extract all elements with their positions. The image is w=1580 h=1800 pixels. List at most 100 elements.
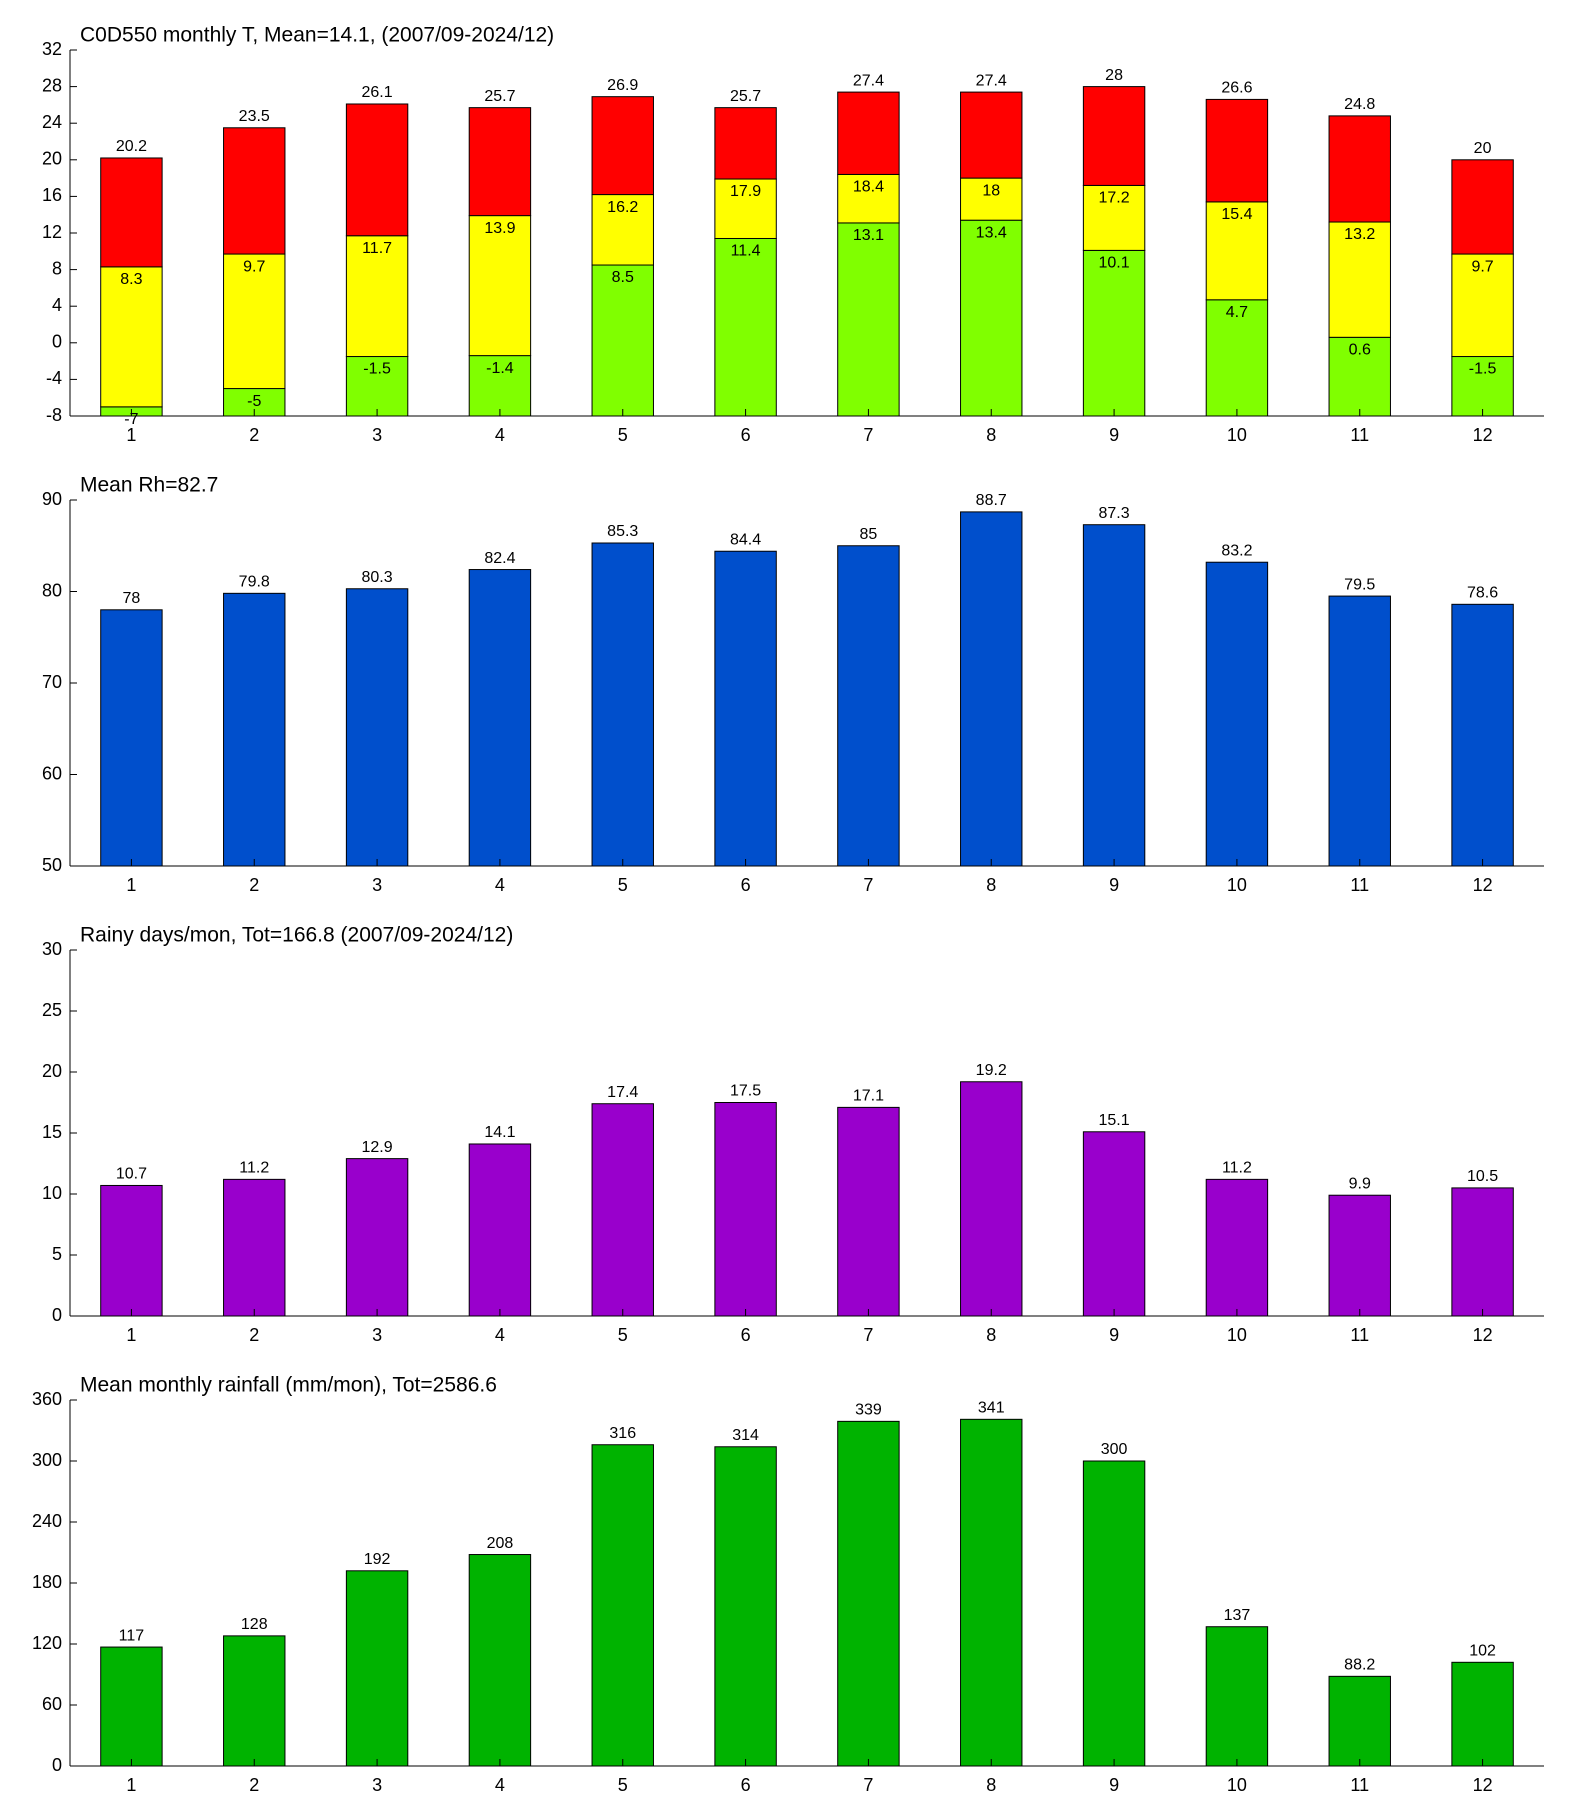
bar-segment [837, 222, 900, 417]
value-label: 83.2 [1221, 542, 1252, 559]
value-label: 11.4 [731, 243, 761, 260]
chart-title: Rainy days/mon, Tot=166.8 (2007/09-2024/… [80, 924, 513, 947]
bar [1082, 524, 1146, 867]
bar-segment [345, 103, 409, 237]
bar [223, 1635, 286, 1767]
value-label: 87.3 [1099, 505, 1130, 522]
y-tick-label: 60 [42, 1694, 62, 1714]
x-tick-label: 5 [618, 1775, 628, 1795]
y-tick-label: 70 [42, 672, 62, 692]
x-tick-label: 9 [1109, 1775, 1119, 1795]
value-label: 0.6 [1349, 342, 1371, 359]
x-tick-label: 3 [372, 1775, 382, 1795]
x-tick-label: 8 [986, 1325, 996, 1345]
x-tick-label: 12 [1473, 425, 1493, 445]
value-label: 208 [487, 1535, 514, 1552]
bar [1328, 595, 1391, 867]
y-tick-label: 25 [42, 1000, 62, 1020]
value-label: 14.1 [484, 1124, 515, 1141]
value-label: 84.4 [730, 531, 761, 548]
bar-segment [837, 91, 900, 175]
value-label: -1.4 [486, 360, 514, 377]
bar [960, 1418, 1023, 1767]
bar-segment [591, 264, 654, 417]
value-label: 88.7 [976, 492, 1007, 509]
y-tick-label: 15 [42, 1122, 62, 1142]
y-tick-label: -8 [46, 405, 62, 425]
bar [1451, 603, 1514, 867]
x-tick-label: 7 [863, 1775, 873, 1795]
value-label: 12.9 [362, 1139, 393, 1156]
bar [1451, 1187, 1514, 1317]
y-tick-label: -4 [46, 368, 62, 388]
chart-title: Mean monthly rainfall (mm/mon), Tot=2586… [80, 1374, 497, 1397]
bar [714, 1446, 777, 1767]
x-tick-label: 8 [986, 875, 996, 895]
value-label: 85.3 [607, 523, 638, 540]
bar [345, 1158, 409, 1317]
bar [345, 588, 409, 867]
y-tick-label: 0 [52, 1755, 62, 1775]
bar [591, 1444, 654, 1767]
value-label: 117 [119, 1627, 145, 1644]
value-label: 8.5 [612, 269, 634, 286]
value-label: 17.1 [853, 1088, 884, 1105]
y-tick-label: 0 [52, 1305, 62, 1325]
value-label: 20 [1474, 140, 1492, 157]
x-tick-label: 9 [1109, 875, 1119, 895]
value-label: 9.7 [1471, 258, 1493, 275]
value-label: 26.6 [1221, 80, 1252, 97]
bar [1328, 1675, 1391, 1767]
value-label: 128 [241, 1616, 268, 1633]
value-label: 24.8 [1344, 96, 1375, 113]
bar [1451, 1661, 1514, 1767]
bar-segment [714, 107, 777, 180]
bar-segment [468, 355, 532, 417]
value-label: 13.9 [484, 220, 515, 237]
x-tick-label: 12 [1473, 875, 1493, 895]
bar [960, 511, 1023, 867]
bar [1328, 1194, 1391, 1317]
value-label: 15.1 [1099, 1112, 1130, 1129]
bar [591, 542, 654, 867]
y-tick-label: 5 [52, 1244, 62, 1264]
x-tick-label: 8 [986, 425, 996, 445]
bar-segment [1451, 356, 1514, 417]
x-tick-label: 12 [1473, 1325, 1493, 1345]
y-tick-label: 20 [42, 149, 62, 169]
value-label: 11.7 [362, 240, 392, 257]
bar-segment [1082, 249, 1146, 417]
x-tick-label: 5 [618, 1325, 628, 1345]
bar [714, 550, 777, 867]
bar-segment [1328, 336, 1391, 417]
value-label: 339 [855, 1402, 882, 1419]
bar-segment [837, 173, 900, 224]
value-label: 25.7 [484, 88, 515, 105]
bar [223, 592, 286, 867]
x-tick-label: 3 [372, 425, 382, 445]
value-label: 80.3 [362, 569, 393, 586]
value-label: 10.7 [116, 1166, 147, 1183]
x-tick-label: 4 [495, 1325, 505, 1345]
value-label: 18 [982, 182, 1000, 199]
y-tick-label: 50 [42, 855, 62, 875]
x-tick-label: 1 [126, 1325, 136, 1345]
x-tick-label: 1 [126, 425, 136, 445]
bar [837, 545, 900, 867]
bar-segment [468, 107, 532, 217]
y-tick-label: 32 [42, 39, 62, 59]
x-tick-label: 6 [741, 1775, 751, 1795]
value-label: 9.7 [243, 258, 265, 275]
value-label: 17.5 [730, 1083, 761, 1100]
value-label: 85 [860, 526, 878, 543]
value-label: 79.5 [1344, 576, 1375, 593]
x-tick-label: 10 [1227, 875, 1247, 895]
value-label: 13.4 [976, 224, 1007, 241]
value-label: 15.4 [1221, 206, 1252, 223]
x-tick-label: 7 [863, 425, 873, 445]
bar [468, 569, 532, 867]
value-label: 10.5 [1467, 1168, 1498, 1185]
x-tick-label: 1 [126, 1775, 136, 1795]
value-label: 9.9 [1349, 1175, 1371, 1192]
